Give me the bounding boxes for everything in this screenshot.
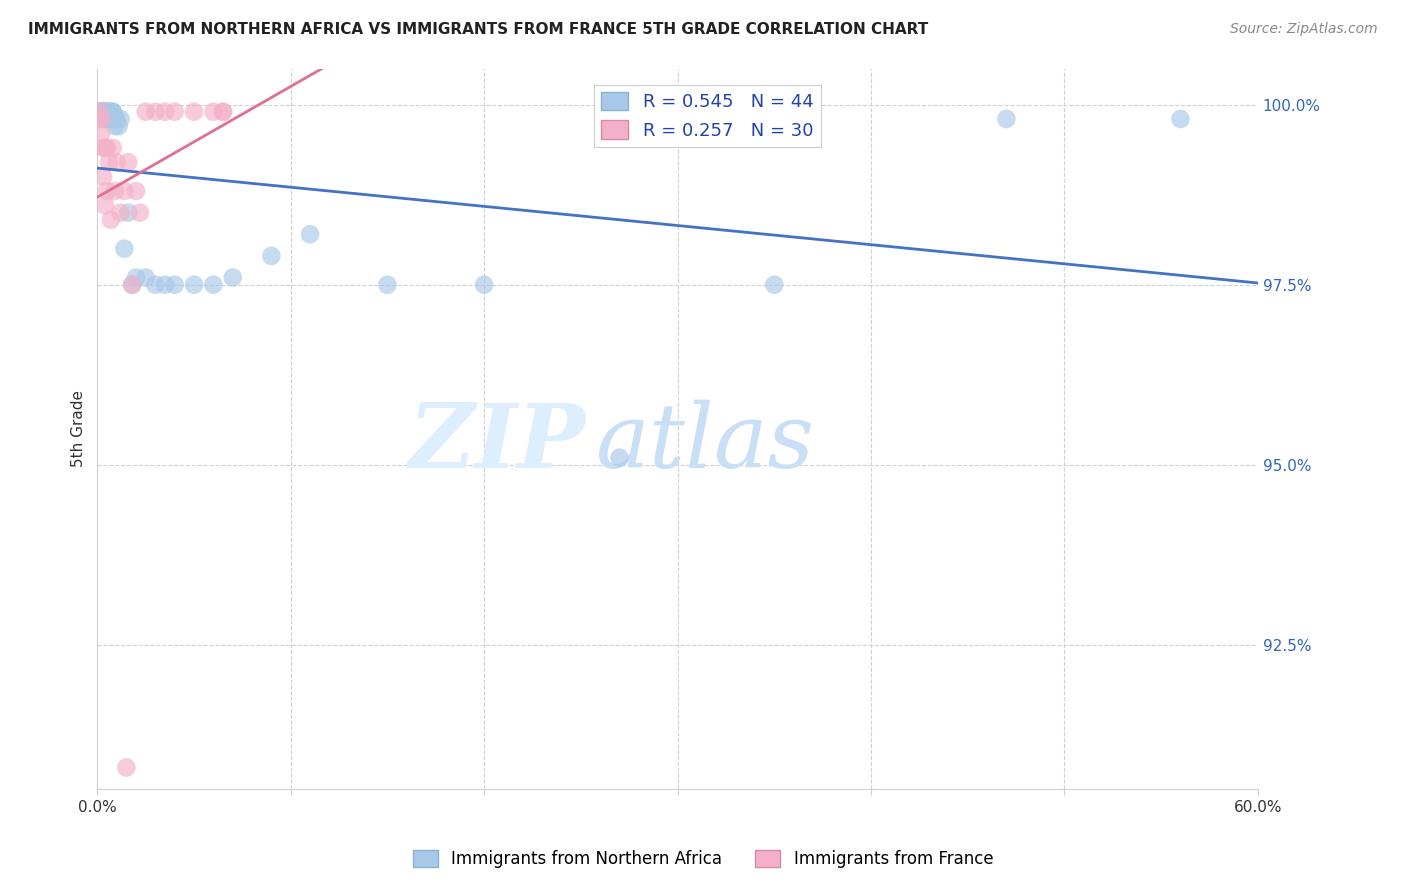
- Point: [995, 112, 1018, 126]
- Point: [104, 119, 127, 133]
- Point: [110, 205, 132, 219]
- Point: [97, 155, 120, 169]
- Point: [212, 104, 235, 119]
- Text: IMMIGRANTS FROM NORTHERN AFRICA VS IMMIGRANTS FROM FRANCE 5TH GRADE CORRELATION : IMMIGRANTS FROM NORTHERN AFRICA VS IMMIG…: [28, 22, 928, 37]
- Point: [90, 104, 112, 119]
- Point: [183, 104, 205, 119]
- Point: [100, 112, 122, 126]
- Point: [89, 104, 111, 119]
- Point: [89, 104, 111, 119]
- Point: [94, 141, 117, 155]
- Point: [212, 104, 235, 119]
- Point: [104, 184, 127, 198]
- Text: ZIP: ZIP: [409, 400, 585, 486]
- Point: [121, 277, 143, 292]
- Point: [101, 104, 124, 119]
- Point: [90, 104, 112, 119]
- Point: [96, 141, 118, 155]
- Point: [125, 184, 148, 198]
- Point: [163, 277, 186, 292]
- Point: [202, 104, 225, 119]
- Point: [91, 104, 114, 119]
- Point: [763, 277, 786, 292]
- Point: [183, 277, 205, 292]
- Point: [91, 104, 114, 119]
- Point: [1170, 112, 1192, 126]
- Y-axis label: 5th Grade: 5th Grade: [72, 391, 86, 467]
- Point: [135, 270, 157, 285]
- Point: [107, 119, 129, 133]
- Point: [609, 450, 631, 465]
- Legend: R = 0.545   N = 44, R = 0.257   N = 30: R = 0.545 N = 44, R = 0.257 N = 30: [593, 85, 821, 147]
- Point: [163, 104, 186, 119]
- Point: [94, 104, 117, 119]
- Point: [91, 169, 114, 184]
- Point: [377, 277, 399, 292]
- Legend: Immigrants from Northern Africa, Immigrants from France: Immigrants from Northern Africa, Immigra…: [406, 843, 1000, 875]
- Point: [129, 205, 152, 219]
- Point: [121, 277, 143, 292]
- Point: [97, 104, 120, 119]
- Point: [135, 104, 157, 119]
- Point: [96, 184, 118, 198]
- Point: [94, 112, 117, 126]
- Point: [96, 104, 118, 119]
- Point: [89, 104, 111, 119]
- Point: [90, 127, 112, 141]
- Point: [472, 277, 495, 292]
- Point: [117, 205, 139, 219]
- Point: [94, 198, 117, 212]
- Point: [153, 104, 176, 119]
- Point: [202, 277, 225, 292]
- Point: [100, 212, 122, 227]
- Text: atlas: atlas: [596, 400, 815, 487]
- Point: [145, 104, 167, 119]
- Point: [96, 104, 118, 119]
- Point: [105, 112, 128, 126]
- Point: [112, 184, 135, 198]
- Point: [96, 112, 118, 126]
- Point: [94, 104, 117, 119]
- Point: [105, 155, 128, 169]
- Point: [101, 104, 124, 119]
- Point: [89, 112, 111, 126]
- Point: [91, 141, 114, 155]
- Point: [104, 112, 127, 126]
- Point: [101, 141, 124, 155]
- Point: [90, 112, 112, 126]
- Point: [100, 104, 122, 119]
- Point: [91, 104, 114, 119]
- Point: [260, 249, 283, 263]
- Point: [125, 270, 148, 285]
- Point: [299, 227, 322, 242]
- Point: [117, 155, 139, 169]
- Point: [222, 270, 245, 285]
- Point: [90, 104, 112, 119]
- Point: [115, 760, 138, 774]
- Point: [110, 112, 132, 126]
- Point: [97, 112, 120, 126]
- Point: [112, 242, 135, 256]
- Text: Source: ZipAtlas.com: Source: ZipAtlas.com: [1230, 22, 1378, 37]
- Point: [153, 277, 176, 292]
- Point: [145, 277, 167, 292]
